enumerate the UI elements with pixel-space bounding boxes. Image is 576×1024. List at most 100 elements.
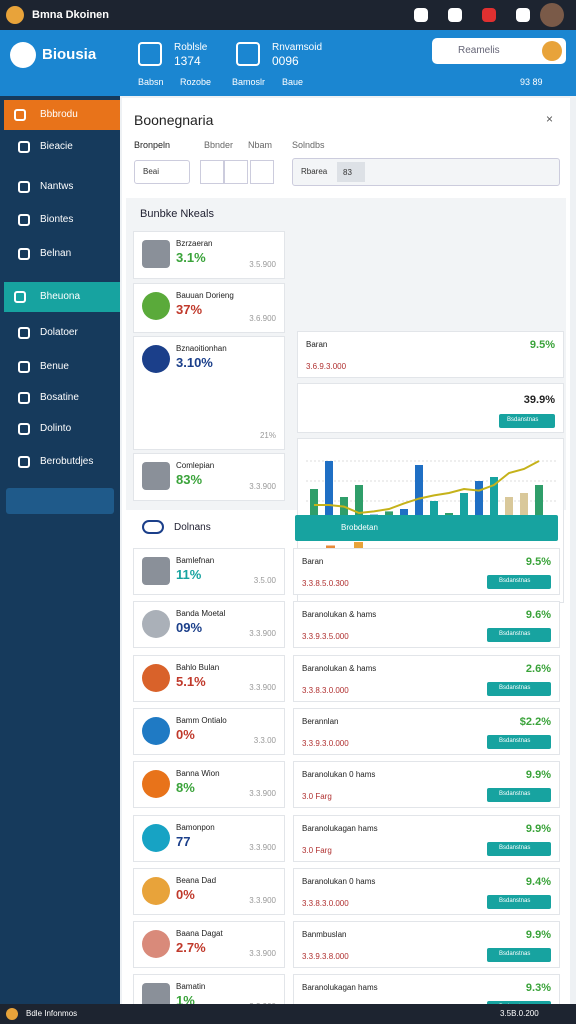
sidebar-label: Bosatine (40, 392, 79, 403)
item-name: Baana Dagat (176, 929, 223, 939)
status-right: 3.5B.0.200 (500, 1009, 539, 1018)
item-icon (142, 240, 170, 268)
item-pct: 0% (176, 886, 195, 902)
tab[interactable]: Bronpeln (134, 140, 171, 150)
detail-name: Baranolukan & hams (302, 663, 377, 673)
tab[interactable]: Nbam (248, 140, 273, 150)
detail-card[interactable]: Baranolukan & hams 9.6% 3.3.9.3.5.000 Bsdan… (293, 601, 560, 649)
stat-icon (138, 42, 162, 66)
item-card[interactable]: Bzrzaeran 3.1% 3.5.900 (133, 231, 285, 279)
action-button[interactable]: Bsdanstnas (487, 628, 551, 643)
filter[interactable]: Rbarea 83 (292, 158, 560, 186)
tool-button[interactable] (200, 160, 224, 184)
search-box[interactable]: Reamelis (432, 38, 566, 64)
item-pct: 5.1% (176, 673, 206, 689)
app-name: Bmna Dkoinen (32, 9, 110, 21)
top-icon[interactable] (448, 8, 462, 22)
detail-card[interactable]: Baran 9.5% 3.3.8.5.0.300 Bsdanstnas (293, 548, 560, 595)
nav-link[interactable]: Baue (282, 77, 304, 87)
item-pct: 09% (176, 620, 203, 636)
detail-card[interactable]: Baran 9.5% 3.6.9.3.000 (297, 331, 564, 378)
tab[interactable]: Bbnder (204, 140, 234, 150)
close-button[interactable]: × (546, 112, 554, 126)
nav-link[interactable]: Rozobe (180, 77, 212, 87)
item-card[interactable]: Bamlefnan 11% 3.5.00 (133, 548, 285, 595)
item-card[interactable]: Bznaoitionhan 3.10% 21% (133, 336, 285, 450)
tool-button[interactable] (224, 160, 248, 184)
item-icon (142, 610, 170, 639)
tool-button[interactable] (250, 160, 274, 184)
detail-card[interactable]: Baranolukagan hams 9.9% 3.0 Farg Bsdanstnas (293, 814, 560, 862)
nav-link[interactable]: Babsn (138, 77, 164, 87)
bar (340, 497, 348, 521)
action-button[interactable]: Bsdanstnas (487, 894, 551, 909)
sidebar-button[interactable] (6, 488, 114, 514)
sidebar-item[interactable]: Biontes (0, 209, 120, 231)
item-card[interactable]: Beana Dad 0% 3.3.900 (133, 867, 285, 915)
sidebar-item[interactable]: Nantws (0, 176, 120, 198)
item-card[interactable]: Bamonpon 77 3.3.900 (133, 814, 285, 862)
item-card[interactable]: Bahlo Bulan 5.1% 3.3.900 (133, 654, 285, 702)
action-button[interactable]: Bsdanstnas (487, 575, 551, 589)
detail-name: Baranolukan & hams (302, 610, 377, 620)
item-pct: 3.10% (176, 355, 213, 370)
sidebar-item[interactable]: Berobutdjes (0, 451, 120, 473)
sidebar-item[interactable]: Benue (0, 356, 120, 378)
detail-name: Baran (306, 340, 328, 349)
action-button[interactable]: Bsdanstnas (499, 414, 555, 428)
item-card[interactable]: Comlepian 83% 3.3.900 (133, 453, 285, 501)
section-title: Dolnans (174, 522, 211, 533)
item-card[interactable]: Banna Wion 8% 3.3.900 (133, 761, 285, 809)
sidebar-item[interactable]: Dolinto (0, 418, 120, 440)
top-icon[interactable] (414, 8, 428, 22)
item-card[interactable]: Baana Dagat 2.7% 3.3.900 (133, 921, 285, 969)
detail-pct: $2.2% (519, 715, 551, 728)
item-value: 3.6.900 (249, 314, 276, 323)
top-icon[interactable] (516, 8, 530, 22)
item-card[interactable]: Bauuan Dorieng 37% 3.6.900 (133, 283, 285, 333)
detail-name: Baranolukan 0 hams (302, 876, 376, 886)
stat-label: Roblsle (174, 42, 208, 53)
app-icon (6, 6, 24, 24)
avatar[interactable] (540, 3, 564, 27)
search-button[interactable] (542, 41, 562, 61)
action-button[interactable]: Bsdanstnas (487, 681, 551, 696)
item-card[interactable]: Bamm Ontialo 0% 3.3.00 (133, 707, 285, 755)
sidebar-item[interactable]: Bheuona (4, 282, 120, 312)
nav-link[interactable]: Bamoslr (232, 77, 266, 87)
detail-pct: 9.9% (525, 929, 551, 942)
item-icon (142, 770, 170, 799)
detail-name: Banmbuslan (302, 930, 347, 940)
sidebar-item[interactable]: Bosatine (0, 387, 120, 409)
detail-card[interactable]: 39.9% Bsdanstnas (297, 383, 564, 433)
action-button[interactable]: Bsdanstnas (487, 734, 551, 749)
stat-value: 1374 (174, 54, 201, 68)
detail-card[interactable]: Banmbuslan 9.9% 3.3.9.3.8.000 Bsdanstnas (293, 921, 560, 969)
primary-button[interactable]: Brobdetan (295, 515, 558, 541)
item-pct: 8% (176, 780, 195, 796)
sidebar-item[interactable]: Bieacie (0, 136, 120, 158)
top-icon[interactable] (482, 8, 496, 22)
detail-card[interactable]: Baranolukan 0 hams 9.9% 3.0 Farg Bsdanstnas (293, 761, 560, 809)
item-pct: 83% (176, 472, 203, 487)
detail-pct: 9.3% (525, 982, 551, 995)
tab[interactable]: Solndbs (292, 140, 325, 150)
detail-card[interactable]: Berannlan $2.2% 3.3.9.3.0.000 Bsdanstnas (293, 707, 560, 755)
detail-card[interactable]: Baranolukan & hams 2.6% 3.3.8.3.0.000 Bsdan… (293, 654, 560, 702)
sidebar-item[interactable]: Bbbrodu (4, 100, 120, 130)
sidebar-icon (18, 423, 30, 435)
detail-card[interactable]: Baranolukan 0 hams 9.4% 3.3.8.3.0.000 Bsdan… (293, 867, 560, 915)
sidebar-label: Dolatoer (40, 327, 78, 338)
sidebar-item[interactable]: Dolatoer (0, 322, 120, 344)
item-pct: 77 (176, 833, 191, 849)
action-button[interactable]: Bsdanstnas (487, 788, 551, 803)
item-card[interactable]: Banda Moetal 09% 3.3.900 (133, 601, 285, 649)
action-button[interactable]: Bsdanstnas (487, 948, 551, 963)
detail-value: 3.0 Farg (302, 845, 332, 855)
select[interactable]: Beai (134, 160, 190, 184)
stat-value: 0096 (272, 54, 299, 68)
action-button[interactable]: Bsdanstnas (487, 841, 551, 856)
detail-name: Berannlan (302, 716, 339, 726)
sidebar-item[interactable]: Belnan (0, 243, 120, 265)
item-icon (142, 292, 170, 320)
